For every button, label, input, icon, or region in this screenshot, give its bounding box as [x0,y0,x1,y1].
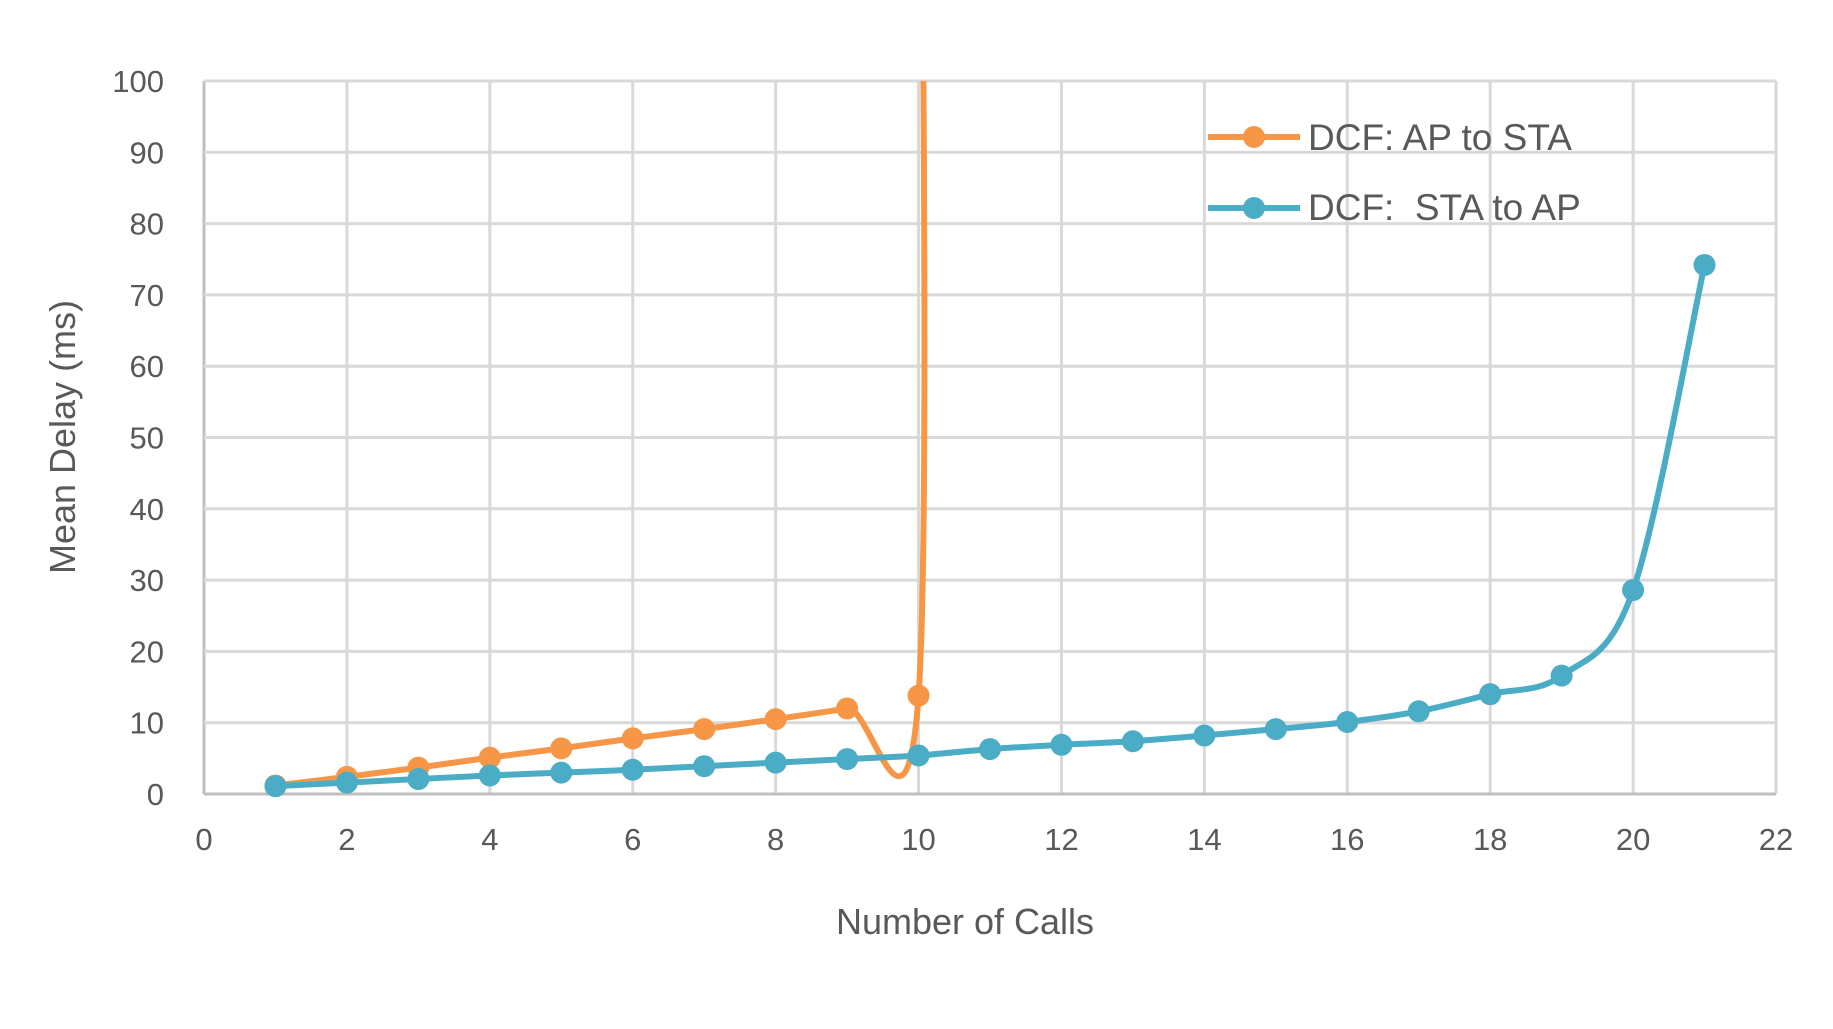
data-point [1264,718,1287,741]
y-tick-label: 50 [130,421,164,456]
x-tick-label: 14 [1187,822,1221,857]
data-point [407,768,430,791]
data-point [764,751,787,774]
x-axis-title: Number of Calls [836,901,1094,942]
x-tick-label: 8 [767,822,784,857]
data-point [621,758,644,781]
data-point [1622,579,1645,602]
x-tick-label: 10 [901,822,935,857]
y-tick-label: 40 [130,492,164,527]
series-line [275,264,1708,790]
series-line [275,81,928,789]
data-point [1050,733,1073,756]
data-point [979,738,1001,761]
data-point [693,718,716,741]
data-point [550,761,573,784]
y-tick-label: 70 [130,278,164,313]
data-point [264,775,287,798]
series-sta-to-ap [264,253,1716,798]
data-point [1693,253,1716,276]
x-tick-label: 2 [338,822,355,857]
data-point [621,727,644,750]
x-tick-label: 22 [1759,822,1793,857]
data-point [1479,683,1502,706]
data-point [478,764,501,787]
y-tick-label: 20 [130,634,164,669]
data-point [836,748,859,771]
x-tick-label: 12 [1044,822,1078,857]
x-axis-ticks: 0 2 4 6 8 10 12 14 16 18 20 22 [195,822,1793,857]
data-point [1407,700,1430,723]
grid-lines [202,79,1778,796]
legend-marker-ap-to-sta [1243,126,1265,148]
legend-label-sta-to-ap: DCF: STA to AP [1308,187,1581,228]
series-group [264,81,1716,798]
x-tick-label: 0 [195,822,212,857]
x-tick-label: 20 [1616,822,1650,857]
data-point [1550,664,1573,687]
legend-label-ap-to-sta: DCF: AP to STA [1308,117,1572,158]
y-tick-label: 80 [130,207,164,242]
data-point [907,684,930,707]
y-axis-title: Mean Delay (ms) [42,300,83,574]
x-tick-label: 6 [624,822,641,857]
x-tick-label: 4 [481,822,498,857]
x-tick-label: 18 [1473,822,1507,857]
y-tick-label: 10 [130,706,164,741]
data-point [836,697,859,720]
data-point [335,771,358,794]
y-tick-label: 90 [130,135,164,170]
data-point [1193,724,1216,747]
x-tick-label: 16 [1330,822,1364,857]
legend-marker-sta-to-ap [1243,197,1265,219]
y-tick-label: 60 [130,349,164,384]
series-ap-to-sta [264,81,930,797]
data-point [550,737,573,760]
y-tick-label: 100 [112,64,164,99]
y-tick-label: 0 [147,777,164,812]
data-point [693,755,716,778]
legend: DCF: AP to STA DCF: STA to AP [1208,117,1581,228]
data-point [907,744,930,767]
y-axis-ticks: 0 10 20 30 40 50 60 70 80 90 100 [112,64,164,812]
data-point [1336,710,1359,733]
data-point [764,708,787,731]
data-point [478,746,501,769]
y-tick-label: 30 [130,563,164,598]
data-point [1121,730,1144,753]
